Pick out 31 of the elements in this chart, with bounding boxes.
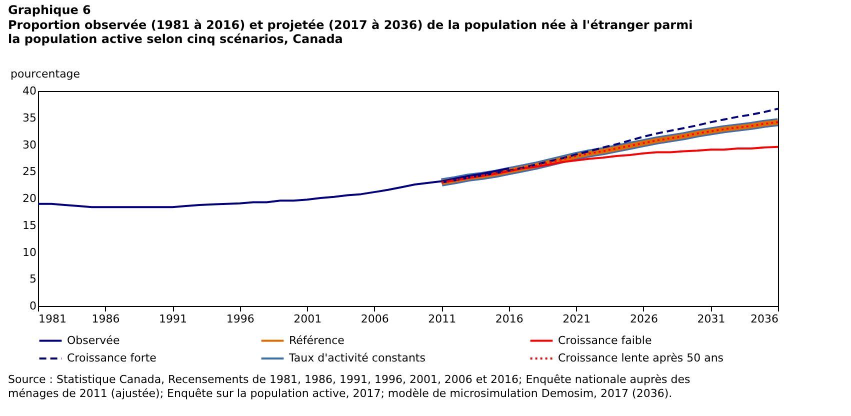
x-tick-label: 2021: [562, 312, 591, 326]
x-tick-label: 2016: [495, 312, 524, 326]
x-tick-label: 2031: [697, 312, 726, 326]
x-tick-label: 2026: [630, 312, 658, 326]
y-tick-label: 15: [22, 218, 36, 232]
x-tick-label: 2006: [360, 312, 389, 326]
x-tick-label: 2036: [750, 312, 778, 326]
y-tick-label: 5: [30, 272, 36, 286]
x-tick-label: 2011: [428, 312, 456, 326]
y-tick-label: 25: [22, 165, 36, 178]
x-tick-label: 1986: [92, 312, 120, 326]
y-axis-title: pourcentage: [10, 68, 80, 80]
source-note: Source : Statistique Canada, Recensements de 1981, 1986, 1991, 1996, 2001, 2006 et 2016; Enquête nationale auprès des ménages de 2011 (ajustée); Enquête sur la population active, 2017; modèle de microsimulation Demosim, 2017 (2036).: [8, 373, 690, 400]
x-tick-label: 1991: [159, 312, 188, 326]
legend-label: Observée: [67, 334, 120, 347]
y-tick-label: 10: [22, 246, 36, 259]
legend-label: Croissance forte: [67, 352, 157, 364]
y-tick-label: 35: [22, 111, 36, 124]
y-tick-label: 30: [22, 138, 36, 152]
x-tick-label: 1996: [226, 312, 254, 326]
legend-label: Croissance faible: [558, 334, 652, 347]
y-tick-label: 40: [22, 84, 36, 98]
y-tick-label: 20: [22, 192, 36, 205]
x-tick-label: 1981: [38, 312, 66, 326]
chart-title: Graphique 6: [8, 3, 91, 17]
y-tick-label: 0: [30, 300, 36, 312]
legend-label: Référence: [289, 334, 345, 347]
chart-subtitle: Proportion observée (1981 à 2016) et projetée (2017 à 2036) de la population née à l'étranger parmi la population active selon cinq scénarios, Canada: [8, 18, 693, 46]
legend-label: Croissance lente après 50 ans: [558, 352, 724, 364]
legend-label: Taux d'activité constants: [288, 352, 426, 364]
x-tick-label: 2001: [294, 312, 322, 326]
